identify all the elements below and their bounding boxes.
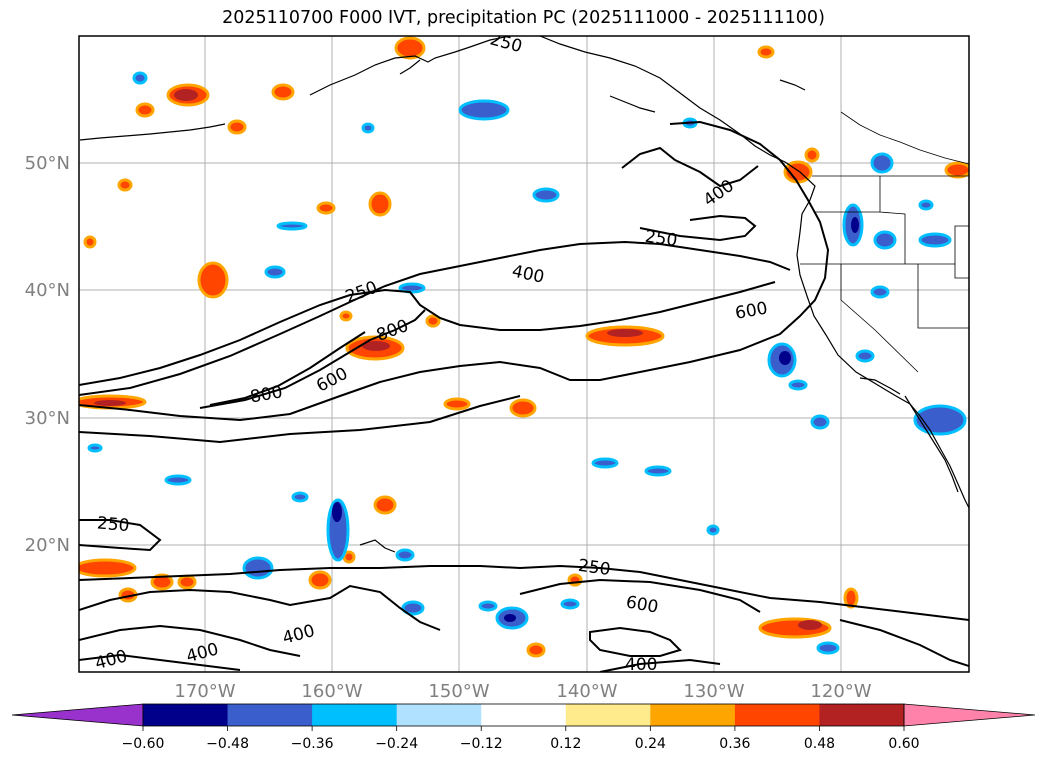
colorbar-extend-max (903, 703, 1036, 727)
ivt-label: 250 (488, 29, 525, 57)
colorbar-segment (565, 704, 651, 726)
ivt-label: 800 (249, 382, 284, 407)
ivt-label: 250 (644, 227, 679, 251)
colorbar-tick-label: −0.36 (291, 736, 334, 752)
longitude-labels: 170°W 160°W 150°W 140°W 130°W 120°W (174, 681, 871, 702)
lat-label: 40°N (25, 280, 70, 301)
ivt-label: 250 (577, 556, 612, 580)
colorbar-extend-min (11, 703, 144, 727)
colorbar-segment (734, 704, 820, 726)
lon-label: 120°W (810, 681, 871, 702)
lon-label: 130°W (683, 681, 744, 702)
colorbar-segment (819, 704, 905, 726)
lon-label: 170°W (174, 681, 235, 702)
ivt-label: 600 (734, 298, 769, 323)
colorbar-segment (143, 704, 229, 726)
ivt-contours (79, 120, 969, 672)
colorbar-tick-label: −0.60 (122, 736, 165, 752)
gridlines (79, 36, 969, 672)
map-frame (78, 35, 970, 673)
latitude-labels: 50°N 40°N 30°N 20°N (25, 153, 70, 556)
lon-label: 140°W (556, 681, 617, 702)
lon-label: 150°W (428, 681, 489, 702)
lat-label: 30°N (25, 408, 70, 429)
colorbar-segment (227, 704, 313, 726)
coastlines (79, 36, 969, 553)
colorbar-tick-label: −0.12 (460, 736, 503, 752)
ivt-label: 400 (510, 261, 546, 287)
ivt-label: 250 (343, 278, 380, 308)
colorbar-tick-label: 0.48 (804, 736, 835, 752)
ivt-label: 400 (93, 646, 130, 674)
colorbar-segment (312, 704, 398, 726)
precip-patch (87, 71, 967, 655)
lon-label: 160°W (301, 681, 362, 702)
ivt-label: 400 (700, 176, 738, 211)
ivt-label: 400 (184, 639, 221, 667)
colorbar-segment (650, 704, 736, 726)
lat-label: 50°N (25, 153, 70, 174)
colorbar-tick-label: −0.48 (206, 736, 249, 752)
colorbar-tick-label: −0.24 (375, 736, 418, 752)
ivt-label: 800 (374, 316, 411, 346)
ivt-label: 400 (280, 621, 317, 649)
precip-positive-patches (79, 36, 969, 658)
precip-patch (79, 36, 969, 658)
colorbar-segment (396, 704, 482, 726)
map-title: 2025110700 F000 IVT, precipitation PC (2… (222, 8, 825, 28)
colorbar-outline (142, 703, 905, 727)
colorbar-segment (481, 704, 567, 726)
colorbar: −0.60 −0.48 −0.36 −0.24 −0.12 0.12 0.24 0.36 0.4… (11, 703, 1036, 752)
precip-negative-patches (87, 71, 967, 655)
colorbar-tick-label: 0.60 (888, 736, 919, 752)
colorbar-tick-label: 0.12 (550, 736, 581, 752)
ivt-label: 600 (624, 592, 659, 617)
ivt-label: 400 (625, 655, 657, 675)
precip-core (332, 217, 859, 622)
lat-label: 20°N (25, 535, 70, 556)
ivt-label: 250 (96, 513, 130, 536)
precip-core (94, 89, 822, 630)
colorbar-tick-label: 0.36 (719, 736, 750, 752)
colorbar-tick-label: 0.24 (635, 736, 666, 752)
